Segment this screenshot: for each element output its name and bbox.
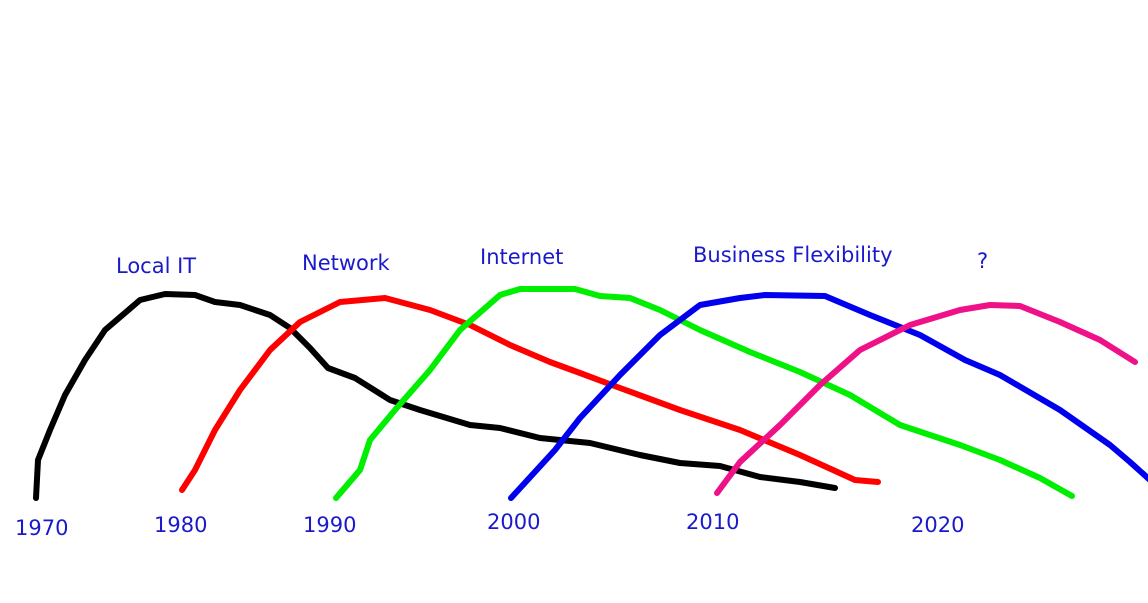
curve-internet <box>333 286 1075 501</box>
curve-local-it <box>33 291 838 501</box>
curve-label: Network <box>302 251 391 275</box>
year-label: 1980 <box>154 513 207 537</box>
curve-label: Internet <box>480 245 563 269</box>
curve-label: Business Flexibility <box>693 243 893 267</box>
year-label: 2010 <box>686 510 739 534</box>
curve-label: Local IT <box>116 254 196 278</box>
curve-unknown <box>714 302 1138 496</box>
curve-business-flexibility <box>508 292 1148 501</box>
curve-label: ? <box>977 249 988 273</box>
year-label: 1990 <box>303 513 356 537</box>
year-label: 2020 <box>911 513 964 537</box>
year-label: 2000 <box>487 510 540 534</box>
year-label: 1970 <box>15 516 68 540</box>
